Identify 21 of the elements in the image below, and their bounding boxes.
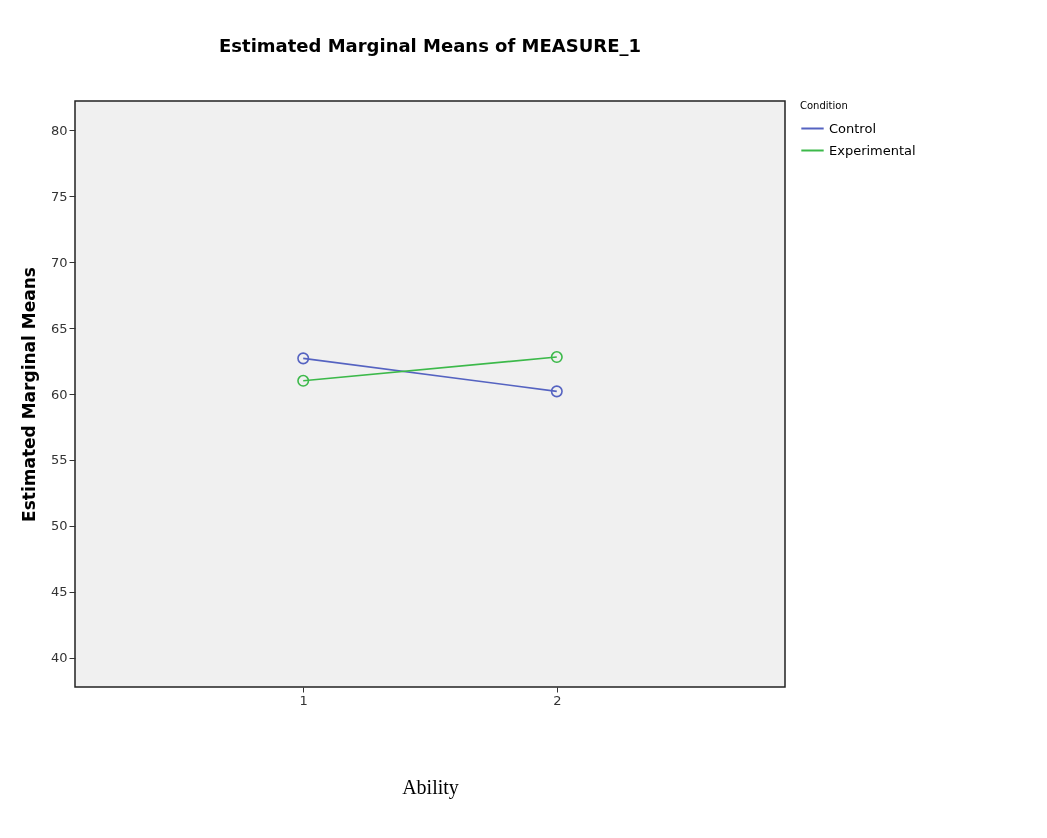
y-tick-label: 80 <box>50 122 68 138</box>
y-tick-label: 70 <box>50 254 68 270</box>
y-tick-label: 60 <box>50 386 68 402</box>
point <box>550 385 563 398</box>
y-axis-title: Estimated Marginal Means <box>18 267 39 522</box>
point <box>297 352 310 365</box>
y-tick-label: 65 <box>50 320 68 336</box>
legend-title: Condition <box>800 100 848 111</box>
point <box>297 374 310 387</box>
point <box>550 351 563 364</box>
y-tick-label: 45 <box>50 584 68 600</box>
y-tick-label: 55 <box>50 452 68 468</box>
x-tick-label: 2 <box>553 692 562 708</box>
legend-label: Control <box>829 120 876 136</box>
x-axis-title: Ability <box>402 775 459 799</box>
y-tick-label: 40 <box>50 650 68 666</box>
chart-title: Estimated Marginal Means of MEASURE_1 <box>219 35 641 56</box>
y-tick-label: 50 <box>50 518 68 534</box>
legend-label: Experimental <box>829 142 916 158</box>
y-tick-label: 75 <box>50 188 68 204</box>
x-tick-label: 1 <box>299 692 308 708</box>
